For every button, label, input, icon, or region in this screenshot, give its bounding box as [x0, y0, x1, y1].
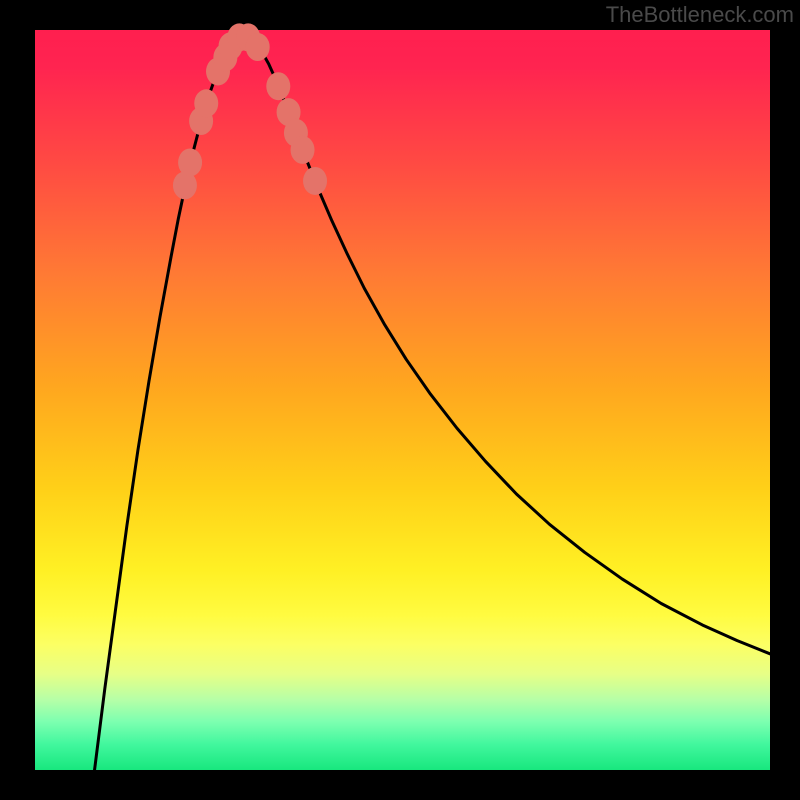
- attribution-label: TheBottleneck.com: [606, 2, 794, 28]
- plot-area: [35, 30, 770, 770]
- data-marker: [246, 33, 270, 61]
- data-marker: [178, 148, 202, 176]
- marker-group: [173, 23, 327, 199]
- root-container: TheBottleneck.com: [0, 0, 800, 800]
- data-marker: [194, 89, 218, 117]
- data-marker: [303, 167, 327, 195]
- chart-svg: [35, 30, 770, 770]
- data-marker: [266, 72, 290, 100]
- data-marker: [291, 136, 315, 164]
- bottleneck-curve: [95, 37, 770, 770]
